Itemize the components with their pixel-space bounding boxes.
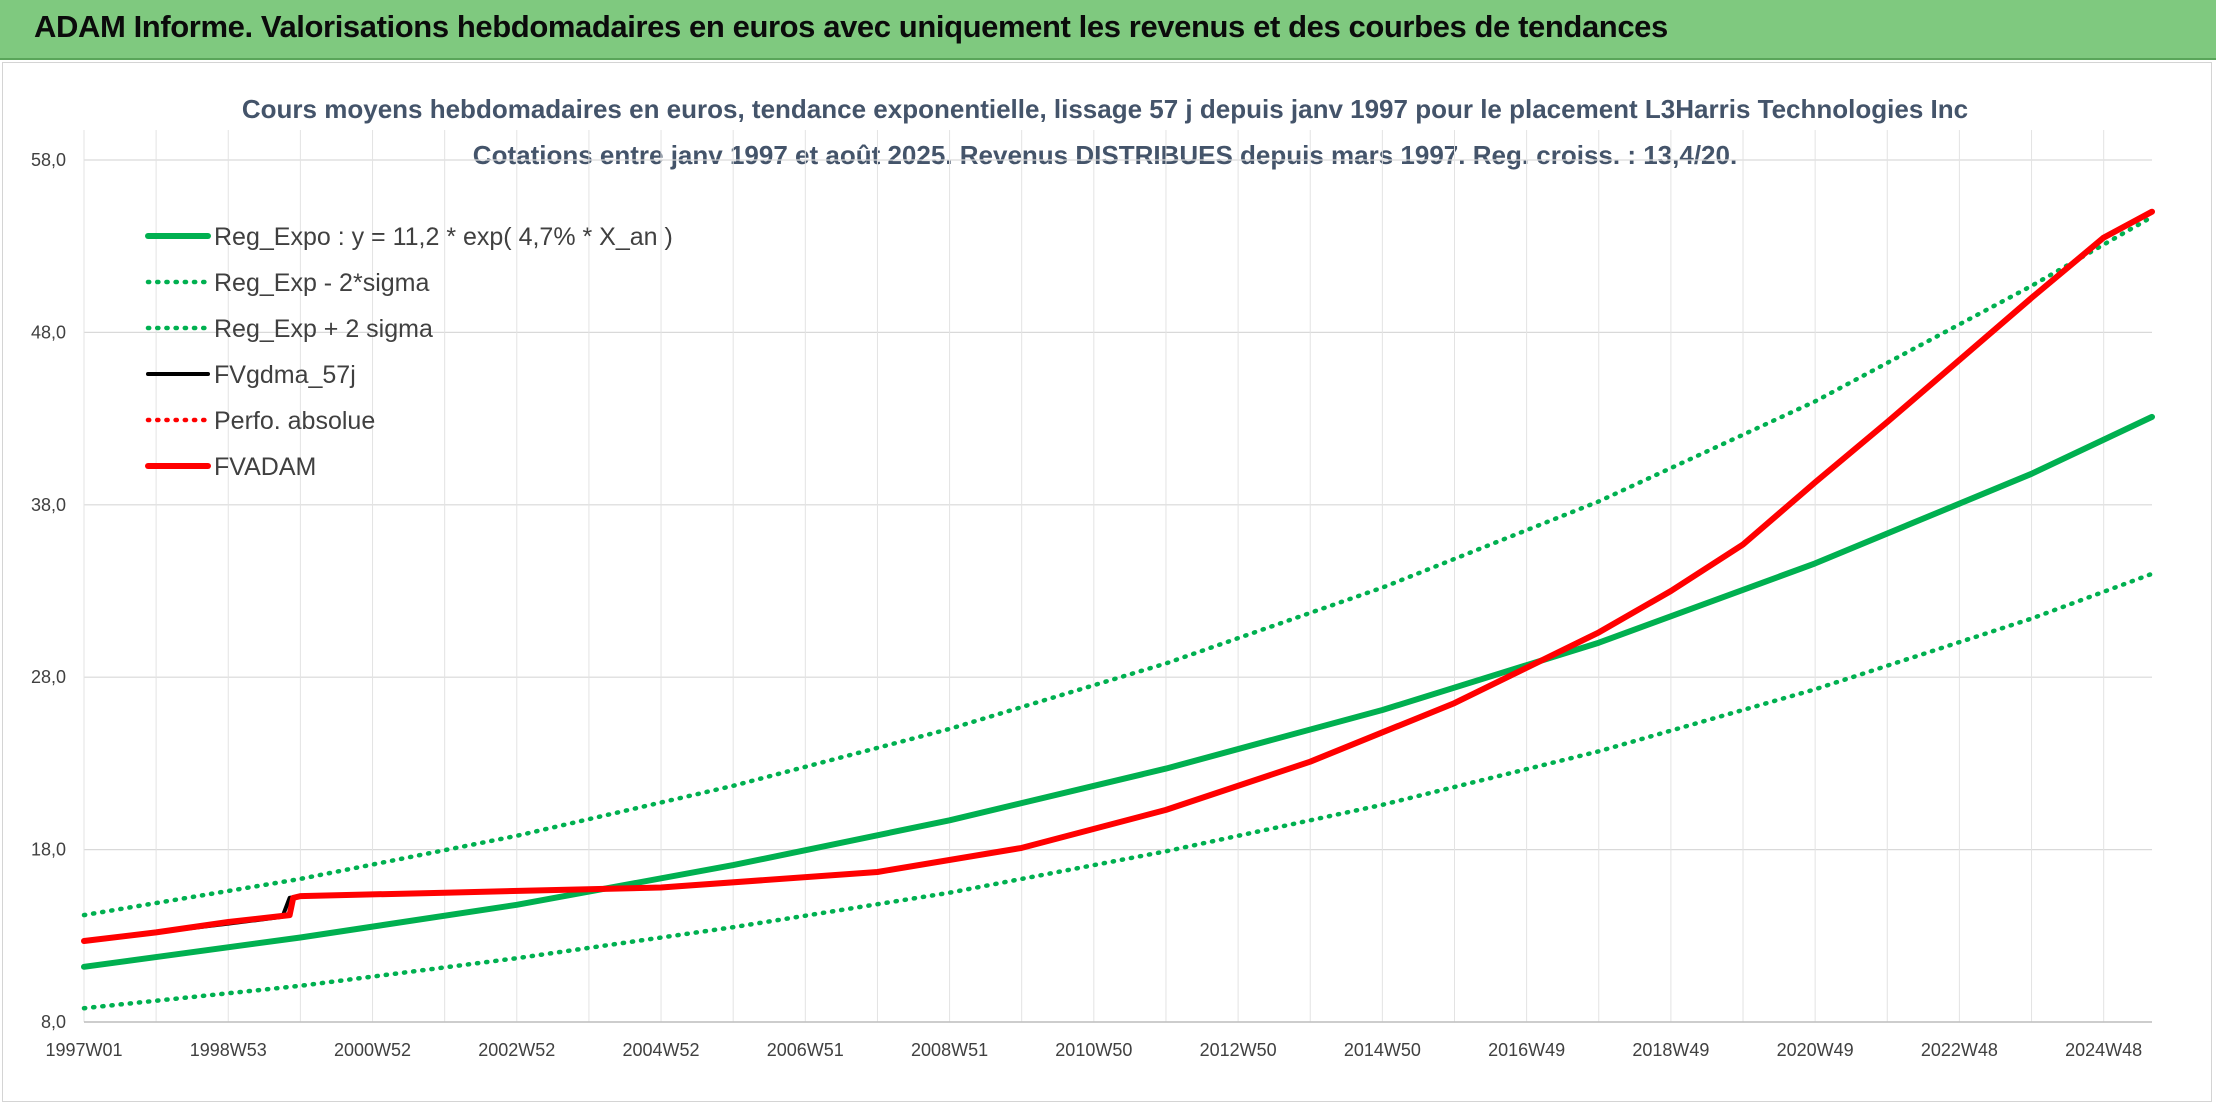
y-axis: 8,0 18,0 28,0 38,0 48,0 58,0 [31, 150, 66, 1032]
chart-series [81, 208, 2155, 1011]
y-tick-label: 48,0 [31, 322, 66, 342]
y-tick-label: 38,0 [31, 495, 66, 515]
chart-title: Cours moyens hebdomadaires en euros, ten… [242, 94, 1968, 124]
series-line-5 [81, 208, 2155, 944]
x-tick-label: 2018W49 [1632, 1040, 1709, 1060]
chart-frame [2, 62, 2212, 1102]
x-axis: 1997W01 1998W53 2000W52 2002W52 2004W52 2006W… [45, 1021, 2152, 1060]
series-line-2 [81, 214, 2155, 918]
legend-label: Reg_Exp + 2 sigma [214, 315, 433, 343]
legend: Reg_Expo : y = 11,2 * exp( 4,7% * X_an )… [145, 223, 673, 481]
x-tick-label: 1997W01 [45, 1040, 122, 1060]
x-tick-label: 2016W49 [1488, 1040, 1565, 1060]
x-tick-label: 2010W50 [1055, 1040, 1132, 1060]
x-tick-label: 2000W52 [334, 1040, 411, 1060]
x-tick-label: 2006W51 [767, 1040, 844, 1060]
legend-label: FVgdma_57j [214, 361, 356, 389]
x-tick-label: 2020W49 [1777, 1040, 1854, 1060]
report-header: ADAM Informe. Valorisations hebdomadaire… [0, 0, 2216, 60]
grid-lines [83, 130, 2152, 1023]
legend-label: Perfo. absolue [214, 407, 375, 435]
series-line-1 [81, 571, 2155, 1011]
legend-label: FVADAM [214, 453, 316, 481]
x-tick-label: 1998W53 [190, 1040, 267, 1060]
x-tick-label: 2008W51 [911, 1040, 988, 1060]
x-tick-label: 2012W50 [1200, 1040, 1277, 1060]
series-line-0 [81, 413, 2155, 970]
y-tick-label: 8,0 [41, 1012, 66, 1032]
legend-label: Reg_Expo : y = 11,2 * exp( 4,7% * X_an ) [214, 223, 673, 251]
report-title: ADAM Informe. Valorisations hebdomadaire… [34, 9, 1668, 44]
x-tick-label: 2002W52 [478, 1040, 555, 1060]
y-tick-label: 18,0 [31, 840, 66, 860]
x-tick-label: 2004W52 [623, 1040, 700, 1060]
y-tick-label: 28,0 [31, 667, 66, 687]
legend-label: Reg_Exp - 2*sigma [214, 269, 429, 297]
y-tick-label: 58,0 [31, 150, 66, 170]
x-tick-label: 2024W48 [2065, 1040, 2142, 1060]
x-tick-label: 2022W48 [1921, 1040, 1998, 1060]
chart-subtitle: Cotations entre janv 1997 et août 2025. … [473, 140, 1737, 170]
x-tick-label: 2014W50 [1344, 1040, 1421, 1060]
